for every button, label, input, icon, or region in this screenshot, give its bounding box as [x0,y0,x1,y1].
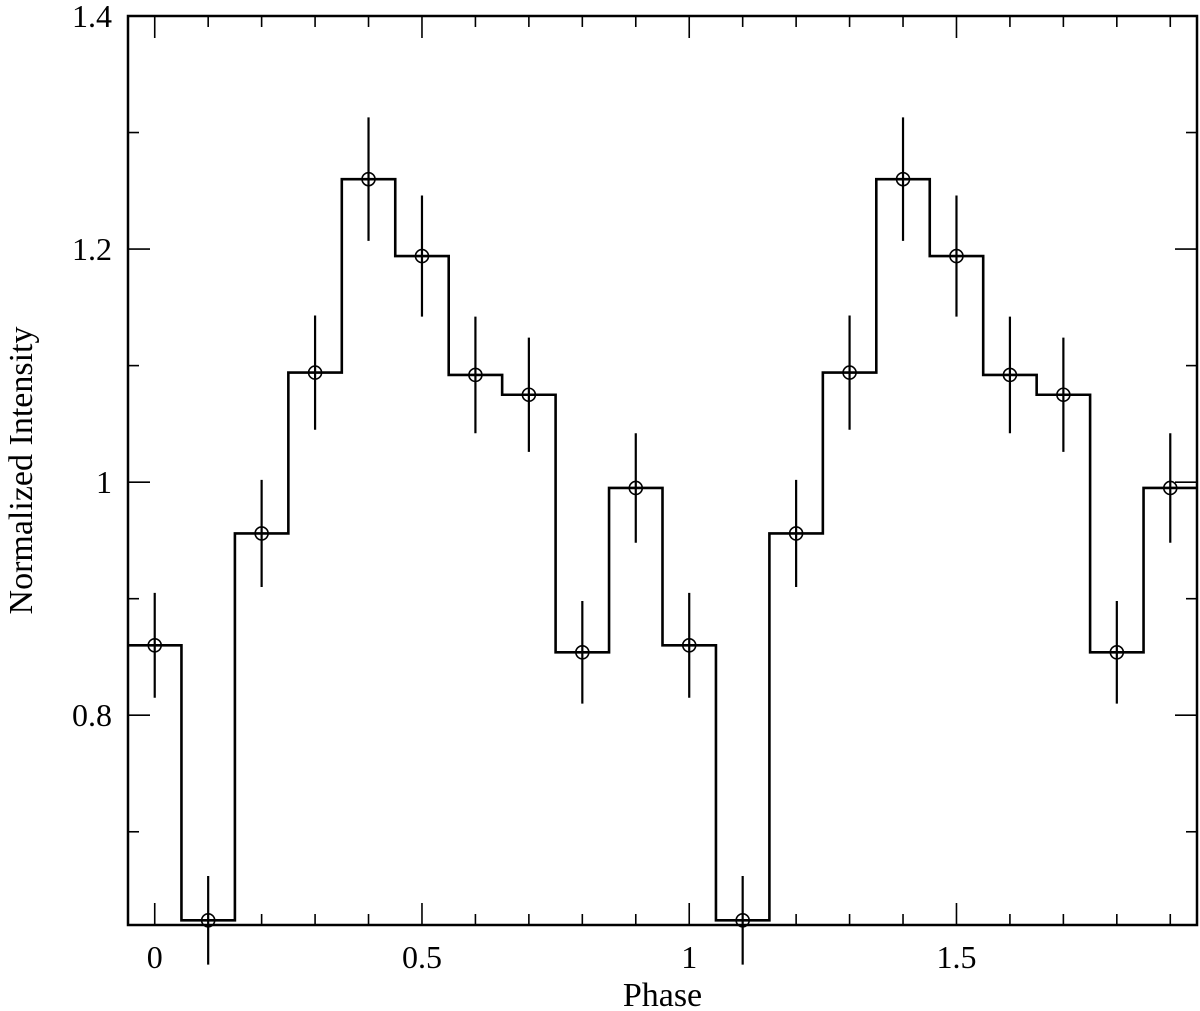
y-tick-label: 1 [96,464,112,500]
data-point [575,601,590,704]
series-group [128,117,1197,965]
data-point [681,592,697,698]
x-tick-label: 1.5 [936,939,976,975]
y-tick-label: 1.4 [72,0,112,34]
x-tick-labels: 0 0.5 1 1.5 [147,939,977,975]
plot-frame [126,14,1199,927]
x-tick-label: 1 [681,939,697,975]
data-point [1056,337,1071,452]
data-point [200,876,216,965]
data-point [1162,433,1178,543]
data-point [788,479,804,588]
data-point [1002,316,1018,434]
y-tick-labels: 0.8 1 1.2 1.4 [72,0,112,733]
data-point [414,195,430,317]
data-point [307,315,323,430]
data-point [147,592,163,698]
series-step-line [128,177,1197,922]
data-point [521,337,537,452]
data-point [842,315,857,430]
y-axis-label: Normalized Intensity [3,327,40,615]
y-tick-label: 0.8 [72,697,112,733]
data-point [361,117,376,241]
y-tick-label: 1.2 [72,231,112,267]
data-point [1109,601,1125,704]
data-point [468,316,483,434]
data-point [895,117,911,241]
x-tick-label: 0 [147,939,163,975]
x-axis-label: Phase [623,977,702,1011]
data-point [949,195,964,317]
data-point [628,433,644,543]
data-point [735,876,750,965]
data-point [254,479,269,588]
x-tick-label: 0.5 [402,939,442,975]
